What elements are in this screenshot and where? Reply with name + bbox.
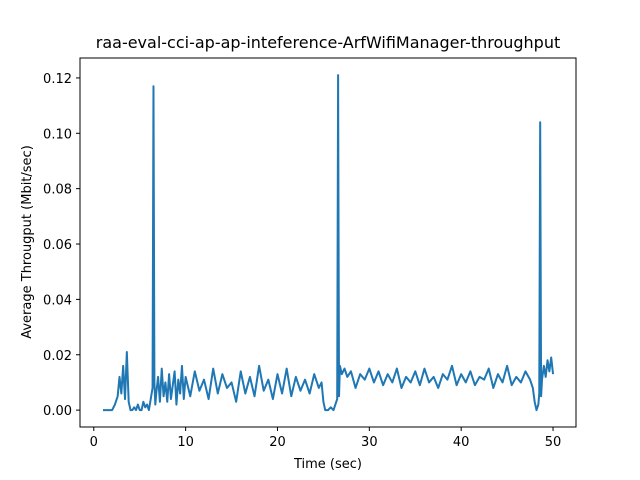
y-tick-label: 0.10 xyxy=(43,127,72,142)
chart-title: raa-eval-cci-ap-ap-inteference-ArfWifiMa… xyxy=(96,33,561,52)
y-axis-title: Average Througput (Mbit/sec) xyxy=(20,145,35,339)
y-tick-label: 0.00 xyxy=(43,404,72,419)
x-tick-label: 30 xyxy=(361,435,378,450)
y-tick-label: 0.08 xyxy=(43,183,72,198)
y-tick-label: 0.04 xyxy=(43,293,72,308)
y-tick-label: 0.02 xyxy=(43,349,72,364)
plot-frame xyxy=(79,57,577,428)
x-axis-title: Time (sec) xyxy=(293,457,362,472)
x-tick-label: 50 xyxy=(545,435,562,450)
x-tick-label: 40 xyxy=(453,435,470,450)
y-tick-label: 0.06 xyxy=(43,238,72,253)
throughput-line xyxy=(102,74,555,412)
x-tick-label: 10 xyxy=(177,435,194,450)
x-tick-label: 20 xyxy=(269,435,286,450)
x-tick-label: 0 xyxy=(90,435,98,450)
y-tick-label: 0.12 xyxy=(43,72,72,87)
